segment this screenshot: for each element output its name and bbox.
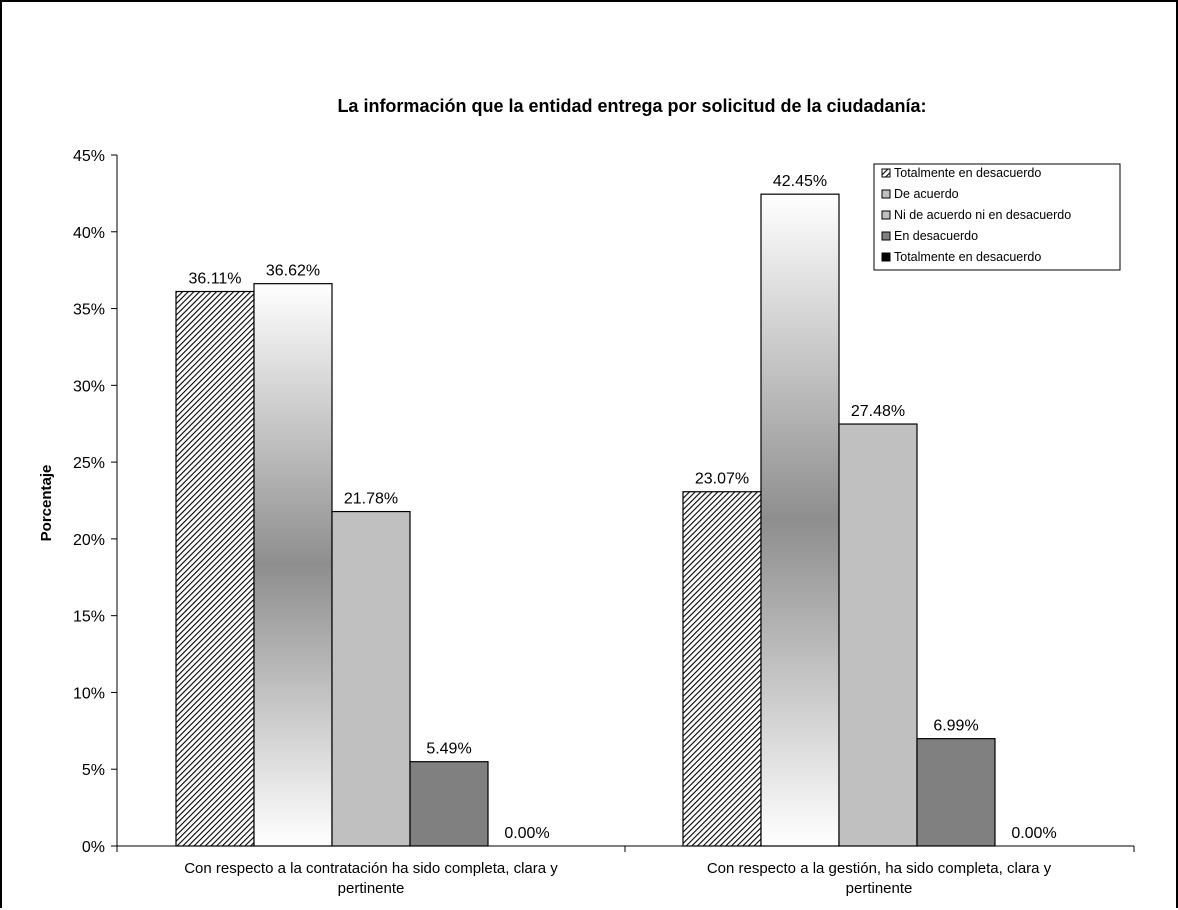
legend-label: Totalmente en desacuerdo: [894, 250, 1041, 264]
legend-label: Ni de acuerdo ni en desacuerdo: [894, 208, 1071, 222]
y-tick-label: 30%: [73, 378, 105, 395]
data-labels-layer: 36.11% 36.62% 21.78% 5.49% 0.00% 23.07% 42.45%…: [188, 173, 1056, 842]
data-label: 0.00%: [1011, 825, 1056, 842]
data-label: 21.78%: [344, 491, 398, 508]
y-tick-label: 5%: [82, 762, 105, 779]
legend-swatch: [881, 252, 891, 262]
bar-2-series-1: [682, 491, 762, 847]
bar-2-series-3: [838, 423, 918, 847]
data-label: 0.00%: [504, 825, 549, 842]
data-label: 6.99%: [933, 718, 978, 735]
y-axis: 0% 5% 10% 15% 20% 25% 30% 35% 40% 45%: [73, 148, 118, 856]
legend: Totalmente en desacuerdo De acuerdo Ni de …: [873, 163, 1121, 271]
y-axis-label: Porcentaje: [38, 465, 55, 542]
data-label: 36.62%: [266, 263, 320, 280]
chart-title: La información que la entidad entrega po…: [337, 96, 926, 116]
y-tick-label: 45%: [73, 148, 105, 165]
category-label: pertinente: [338, 880, 405, 897]
bars-layer: [175, 193, 996, 847]
category-label: Con respecto a la contratación ha sido c…: [184, 860, 558, 877]
y-tick-label: 15%: [73, 609, 105, 626]
x-axis: Con respecto a la contratación ha sido c…: [116, 845, 1135, 897]
legend-swatch: [881, 231, 891, 241]
bar-1-series-2: [253, 283, 333, 847]
data-label: 36.11%: [188, 271, 241, 288]
data-label: 5.49%: [426, 741, 471, 758]
y-tick-label: 0%: [82, 839, 105, 856]
legend-label: En desacuerdo: [894, 229, 978, 243]
legend-box: [873, 163, 1121, 271]
bar-1-series-1: [175, 290, 255, 847]
bar-2-series-4: [916, 738, 996, 847]
legend-swatch: [881, 210, 891, 220]
category-label: pertinente: [846, 880, 913, 897]
data-label: 27.48%: [851, 403, 905, 420]
legend-swatch: [881, 168, 891, 178]
data-label: 23.07%: [695, 471, 749, 488]
category-label: Con respecto a la gestión, ha sido compl…: [707, 860, 1052, 877]
legend-swatch: [881, 189, 891, 199]
data-label: 42.45%: [773, 173, 827, 190]
y-tick-label: 35%: [73, 302, 105, 319]
bar-1-series-3: [331, 510, 411, 847]
y-tick-label: 40%: [73, 225, 105, 242]
y-tick-label: 20%: [73, 532, 105, 549]
legend-label: De acuerdo: [894, 187, 959, 201]
legend-label: Totalmente en desacuerdo: [894, 166, 1041, 180]
y-tick-label: 10%: [73, 685, 105, 702]
bar-2-series-2: [760, 193, 840, 847]
bar-1-series-4: [409, 761, 489, 847]
y-tick-label: 25%: [73, 455, 105, 472]
